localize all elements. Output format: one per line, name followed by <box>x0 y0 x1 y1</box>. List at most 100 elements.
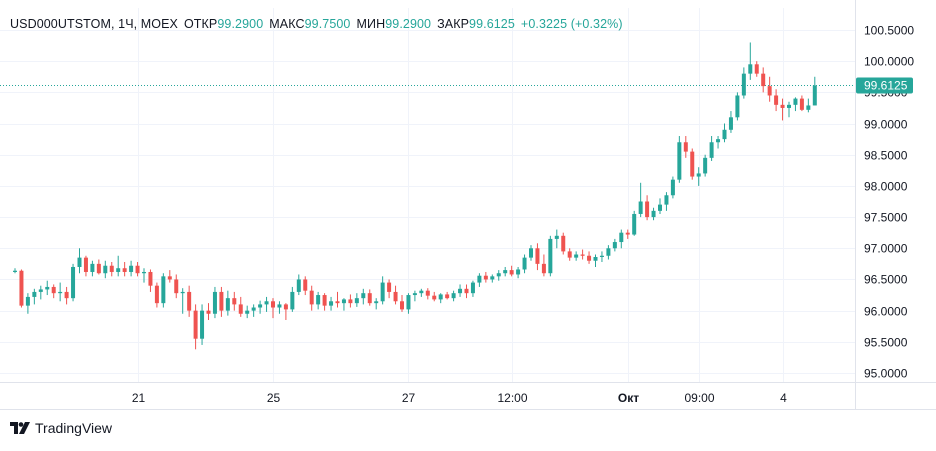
candle-body <box>419 290 424 294</box>
candle-body <box>696 173 701 177</box>
candle-body <box>464 288 469 294</box>
candle-body <box>787 104 791 108</box>
candle-body <box>103 265 108 274</box>
candle-body <box>425 290 430 296</box>
candle-body <box>238 304 243 314</box>
price-tick-label: 96.0000 <box>864 305 908 319</box>
candle-body <box>445 294 450 299</box>
time-axis[interactable]: 21 25 27 12:00 Окт 09:00 4 <box>132 391 787 405</box>
candle-body <box>303 279 308 291</box>
candle-body <box>219 291 224 311</box>
candle-body <box>354 298 359 304</box>
candle-body <box>400 301 404 310</box>
candle-body <box>361 293 366 299</box>
candle-body <box>522 257 527 270</box>
symbol-label[interactable]: USD000UTSTOM, 1Ч, MOEX <box>10 17 178 31</box>
candle-body <box>283 304 288 310</box>
candle-body <box>367 293 372 304</box>
candle-body <box>645 201 650 218</box>
tradingview-logo[interactable]: TradingView <box>10 420 112 436</box>
candle-body <box>735 95 740 118</box>
candle-body <box>606 248 611 256</box>
tradingview-logo-text: TradingView <box>35 420 113 436</box>
candle-body <box>490 276 495 280</box>
candle-body <box>554 235 559 239</box>
candle-body <box>722 129 727 140</box>
candle-body <box>612 242 617 249</box>
candle-body <box>677 142 682 180</box>
candle-body <box>509 270 514 275</box>
price-axis[interactable]: 100.5000100.000099.500099.000098.500098.… <box>856 24 914 381</box>
candle-body <box>496 273 501 277</box>
price-tick-label: 96.5000 <box>864 273 908 287</box>
candle-body <box>335 301 340 304</box>
ohlc-legend: USD000UTSTOM, 1Ч, MOEX ОТКР99.2900 МАКС99.… <box>10 17 623 31</box>
candle-body <box>567 251 572 258</box>
close-value: 99.6125 <box>469 17 515 31</box>
close-label: ЗАКР <box>437 17 470 31</box>
high-label: МАКС <box>269 17 305 31</box>
candle-body <box>619 232 624 243</box>
change-value: +0.3225 (+0.32%) <box>520 17 623 31</box>
candle-body <box>793 98 798 105</box>
candle-body <box>541 263 546 274</box>
candle-body <box>664 195 669 205</box>
candle-body <box>709 142 714 158</box>
candle-body <box>122 268 127 272</box>
candle-body <box>174 279 179 294</box>
candle-body <box>148 271 153 286</box>
candle-body <box>374 301 379 304</box>
candle-body <box>135 265 140 274</box>
candle-body <box>19 270 24 306</box>
candle-body <box>406 295 411 310</box>
candle-body <box>200 310 205 339</box>
candle-body <box>477 275 482 283</box>
candle-body <box>348 299 353 304</box>
candle-body <box>290 291 295 310</box>
candle-body <box>451 293 456 299</box>
candle-body <box>651 210 656 218</box>
candle-body <box>748 64 753 74</box>
candle-body <box>83 257 88 272</box>
last-price-badge <box>856 77 913 94</box>
candle-body <box>251 307 256 311</box>
price-tick-label: 100.5000 <box>864 24 914 38</box>
candle-body <box>703 157 708 174</box>
candle-body <box>754 64 759 74</box>
time-tick-label: 4 <box>780 391 787 405</box>
candle-body <box>625 232 630 235</box>
price-tick-label: 99.0000 <box>864 118 908 132</box>
candle-body <box>161 276 166 304</box>
candle-body <box>212 291 217 314</box>
candle-body <box>96 263 101 274</box>
time-tick-label: 12:00 <box>497 391 527 405</box>
candle-body <box>116 268 121 272</box>
candle-body <box>483 275 488 280</box>
last-price-label: 99.6125 <box>864 79 908 93</box>
candle-body <box>767 86 772 96</box>
candle-body <box>109 265 114 272</box>
candle-body <box>329 301 334 306</box>
candle-body <box>245 310 250 314</box>
candle-body <box>658 204 662 211</box>
candle-body <box>45 286 50 290</box>
open-value: 99.2900 <box>217 17 264 31</box>
price-tick-label: 100.0000 <box>864 55 914 69</box>
candle-body <box>271 301 275 308</box>
candle-body <box>225 298 230 311</box>
candle-body <box>187 291 192 311</box>
candle-body <box>90 263 95 272</box>
time-tick-label: 25 <box>267 391 281 405</box>
candle-body <box>683 142 688 152</box>
time-tick-label: Окт <box>618 391 639 405</box>
high-value: 99.7500 <box>304 17 351 31</box>
open-label: ОТКР <box>183 17 218 31</box>
candle-body <box>470 282 475 294</box>
candle-body <box>13 270 17 272</box>
candle-body <box>587 255 592 261</box>
candle-body <box>71 266 76 299</box>
price-tick-label: 98.5000 <box>864 149 908 163</box>
candle-body <box>264 301 269 305</box>
